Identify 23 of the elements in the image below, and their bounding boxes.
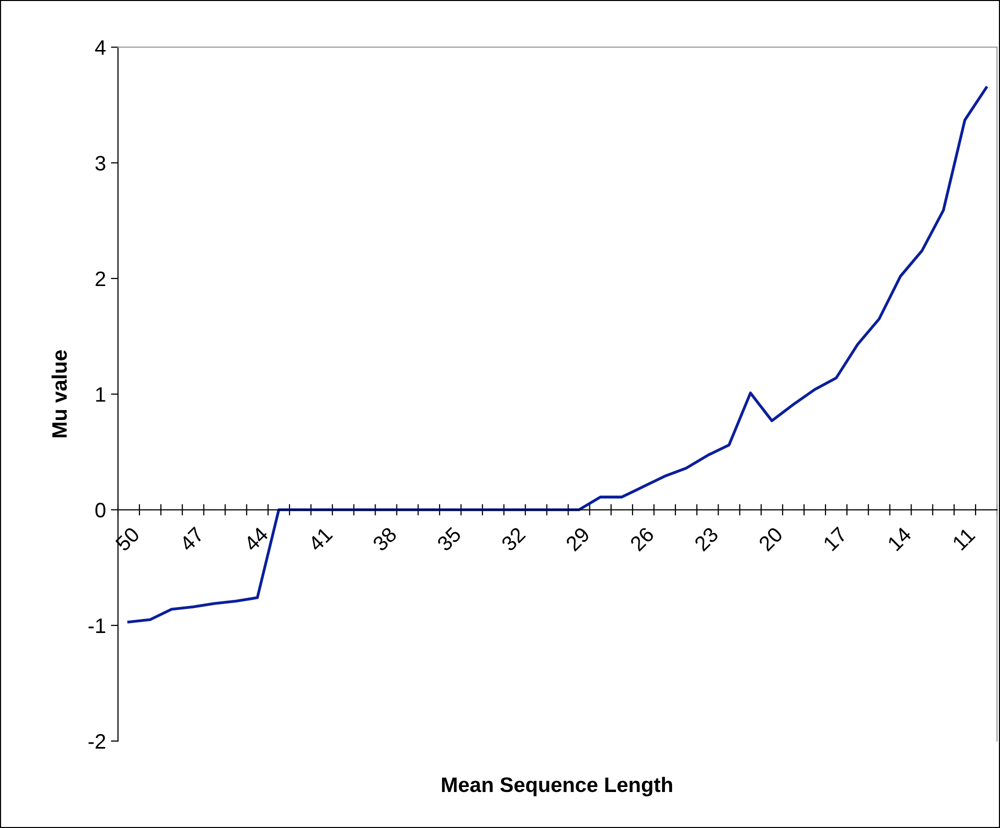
x-tick-label: 41 — [307, 526, 333, 552]
y-axis-title: Mu value — [52, 350, 67, 438]
x-tick-label: 14 — [887, 526, 912, 552]
x-tick-label: 29 — [565, 526, 590, 552]
y-tick-label: -1 — [88, 618, 106, 633]
y-tick-label: 0 — [95, 502, 106, 518]
x-tick-label: 32 — [500, 526, 526, 552]
y-tick-label: 2 — [96, 271, 106, 286]
x-tick-label: 35 — [436, 526, 462, 552]
y-tick-label: 4 — [95, 40, 106, 55]
y-tick-label: 1 — [96, 387, 106, 402]
x-tick-label: 11 — [952, 527, 976, 551]
y-tick-label: -2 — [88, 734, 106, 749]
x-tick-label: 50 — [114, 526, 140, 552]
x-tick-label: 44 — [243, 526, 269, 552]
x-tick-label: 38 — [372, 526, 398, 552]
x-tick-label: 47 — [178, 526, 204, 552]
x-tick-label: 20 — [758, 526, 784, 552]
x-tick-label: 26 — [629, 526, 655, 552]
x-tick-label: 17 — [822, 526, 848, 552]
x-axis-title: Mean Sequence Length — [442, 776, 672, 796]
y-tick-label: 3 — [95, 156, 106, 171]
x-tick-label: 23 — [694, 526, 720, 552]
